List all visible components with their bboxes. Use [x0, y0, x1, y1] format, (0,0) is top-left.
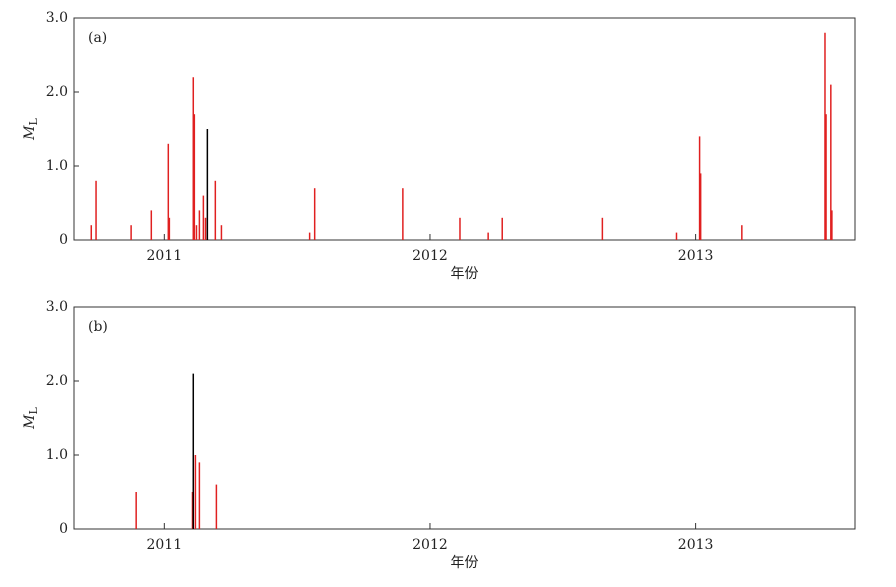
y-tick-label: 1.0 — [46, 447, 68, 463]
panel-label: (b) — [88, 319, 108, 335]
y-tick-label: 1.0 — [46, 158, 68, 174]
y-axis-label: ML — [22, 117, 40, 140]
x-tick-label: 2011 — [146, 537, 182, 553]
y-tick-label: 3.0 — [46, 299, 68, 315]
y-axis-label-main: M — [22, 414, 38, 430]
y-axis-label-subscript: L — [27, 117, 40, 125]
panel-label: (a) — [88, 30, 107, 46]
x-tick-label: 2013 — [678, 248, 714, 264]
y-tick-label: 0 — [59, 521, 68, 537]
plot-frame — [73, 306, 856, 530]
y-tick-label: 0 — [59, 232, 68, 248]
y-tick-label: 2.0 — [46, 84, 68, 100]
y-tick-label: 2.0 — [46, 373, 68, 389]
x-tick-label: 2013 — [678, 537, 714, 553]
x-tick-label: 2012 — [412, 248, 448, 264]
y-axis-label: ML — [22, 406, 40, 429]
x-axis-label: 年份 — [451, 266, 479, 282]
y-axis-label-main: M — [22, 125, 38, 141]
plot-frame — [73, 17, 856, 241]
x-tick-label: 2011 — [146, 248, 182, 264]
x-tick-label: 2012 — [412, 537, 448, 553]
x-axis-label: 年份 — [451, 555, 479, 571]
y-axis-label-subscript: L — [27, 406, 40, 414]
y-tick-label: 3.0 — [46, 10, 68, 26]
